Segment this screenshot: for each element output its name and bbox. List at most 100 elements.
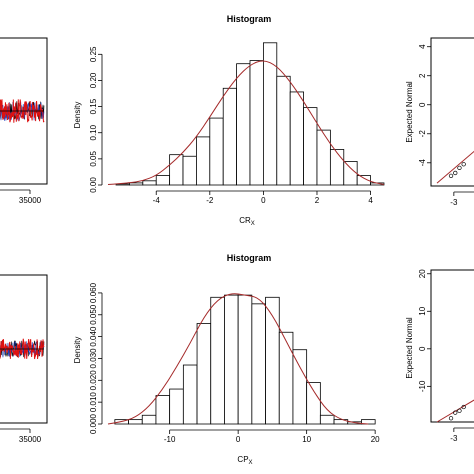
histogram-bar [316, 129, 331, 186]
y-tick-label: 0.000 [89, 413, 98, 434]
histogram-bar [209, 117, 224, 186]
trace-plot-bottom-frame [0, 274, 48, 424]
x-tick-label: -2 [206, 196, 214, 205]
y-tick-label: 0.030 [89, 348, 98, 369]
qq-point [457, 408, 462, 413]
qq-plot-bottom-points [448, 404, 466, 421]
density-curve [107, 293, 369, 425]
histogram-bottom-title: Histogram [227, 253, 272, 263]
histogram-bar [169, 388, 184, 425]
qq-plot-top-x-axis: -3 [450, 191, 474, 207]
histogram-top-x-axis: -4 -2 0 2 4 [153, 190, 373, 205]
trace-plot-top-frame [0, 37, 48, 185]
y-tick-label: -2 [418, 130, 427, 138]
histogram-bottom-y-label: Density [73, 337, 82, 364]
histogram-bar [249, 60, 264, 186]
x-tick-label: 20 [371, 435, 380, 444]
y-tick-label: 0 [418, 346, 427, 351]
y-tick-label: -10 [418, 380, 427, 392]
qq-point [461, 404, 466, 410]
qq-point [448, 173, 454, 178]
histogram-bar [155, 395, 171, 425]
y-tick-label: 0.15 [89, 98, 98, 114]
qq-plot-top-points [448, 162, 466, 178]
y-tick-label: 0.040 [89, 326, 98, 347]
y-tick-label: 10 [418, 306, 427, 315]
x-tick-label: 0 [261, 196, 266, 205]
histogram-top-y-label: Density [73, 102, 82, 129]
histogram-bar [155, 175, 171, 186]
histogram-top-title: Histogram [227, 14, 272, 24]
histogram-bar [343, 161, 358, 186]
histogram-top-x-label: CRX [239, 216, 255, 227]
histogram-bar [210, 296, 225, 425]
qq-plot-top-frame [430, 37, 474, 187]
y-tick-label: 2 [418, 73, 427, 78]
qq-point [448, 416, 454, 421]
qq-plot-bottom: -10 0 10 20 -3 Expected Normal [405, 269, 474, 443]
qq-point [461, 162, 466, 167]
qq-reference-line [436, 150, 474, 184]
histogram-bar [251, 303, 266, 425]
qq-plot-top-y-label: Expected Normal [405, 81, 414, 143]
x-tick-label: 35000 [19, 196, 42, 205]
histogram-bar [237, 294, 253, 425]
trace-plot-bottom: 3000035000 [0, 274, 48, 444]
x-tick-label: -3 [450, 198, 458, 207]
density-curve [107, 60, 385, 185]
qq-point [453, 170, 458, 176]
histogram-bar [182, 155, 197, 186]
histogram-bar [329, 149, 345, 186]
x-tick-label: 35000 [19, 435, 42, 444]
trace-plot-top: 3000035000 [0, 37, 48, 205]
histogram-bar [129, 182, 144, 186]
histogram-bar [319, 414, 335, 425]
histogram-bottom-x-axis: -10 0 10 20 [164, 429, 380, 444]
histogram-bar [361, 419, 376, 425]
qq-plot-bottom-y-axis: -10 0 10 20 [418, 269, 432, 392]
trace-plot-top-x-axis: 3000035000 [0, 110, 44, 205]
trace-series-red [0, 99, 45, 123]
histogram-bar [278, 331, 294, 425]
histogram-bar [222, 87, 238, 186]
histogram-top-y-axis: 0.00 0.05 0.10 0.15 0.20 0.25 [89, 46, 103, 193]
histogram-bottom: Histogram -10 0 10 20 0.0000.0100.0200.0300… [73, 253, 380, 466]
x-tick-label: 10 [302, 435, 311, 444]
qq-plot-bottom-frame [430, 269, 474, 423]
y-tick-label: 0 [418, 102, 427, 107]
histogram-bottom-x-label: CPX [237, 455, 252, 466]
y-tick-label: 0.20 [89, 72, 98, 88]
x-tick-label: -4 [153, 196, 161, 205]
y-tick-label: 4 [418, 44, 427, 49]
x-tick-label: -10 [164, 435, 176, 444]
y-tick-label: 0.060 [89, 282, 98, 303]
y-tick-label: -4 [418, 159, 427, 167]
qq-plot-top-y-axis: -4 -2 0 2 4 [418, 44, 432, 167]
y-tick-label: 0.05 [89, 151, 98, 167]
histogram-bar [141, 414, 157, 425]
y-tick-label: 0.00 [89, 177, 98, 193]
histogram-bar [236, 63, 251, 186]
histogram-top: Histogram -4 -2 0 2 4 0.000.050.100.150.200.… [73, 14, 385, 227]
histogram-bottom-bars [114, 294, 376, 425]
trace-series-red [0, 338, 45, 360]
qq-reference-line [436, 399, 474, 423]
x-tick-label: 0 [236, 435, 241, 444]
histogram-bar [196, 136, 211, 186]
qq-plot-top: -4 -2 0 2 4 -3 Expected Normal [405, 37, 474, 207]
qq-plot-bottom-y-label: Expected Normal [405, 317, 414, 379]
histogram-top-bars [115, 42, 385, 186]
histogram-bar [128, 419, 143, 425]
x-tick-label: 4 [368, 196, 373, 205]
qq-point [457, 165, 462, 171]
histogram-bar [262, 42, 278, 186]
histogram-bar [142, 180, 157, 186]
x-tick-label: -3 [450, 434, 458, 443]
x-tick-label: 2 [315, 196, 320, 205]
y-tick-label: 0.020 [89, 370, 98, 391]
histogram-bar [182, 364, 198, 425]
histogram-bar [224, 294, 239, 425]
y-tick-label: 0.010 [89, 392, 98, 413]
